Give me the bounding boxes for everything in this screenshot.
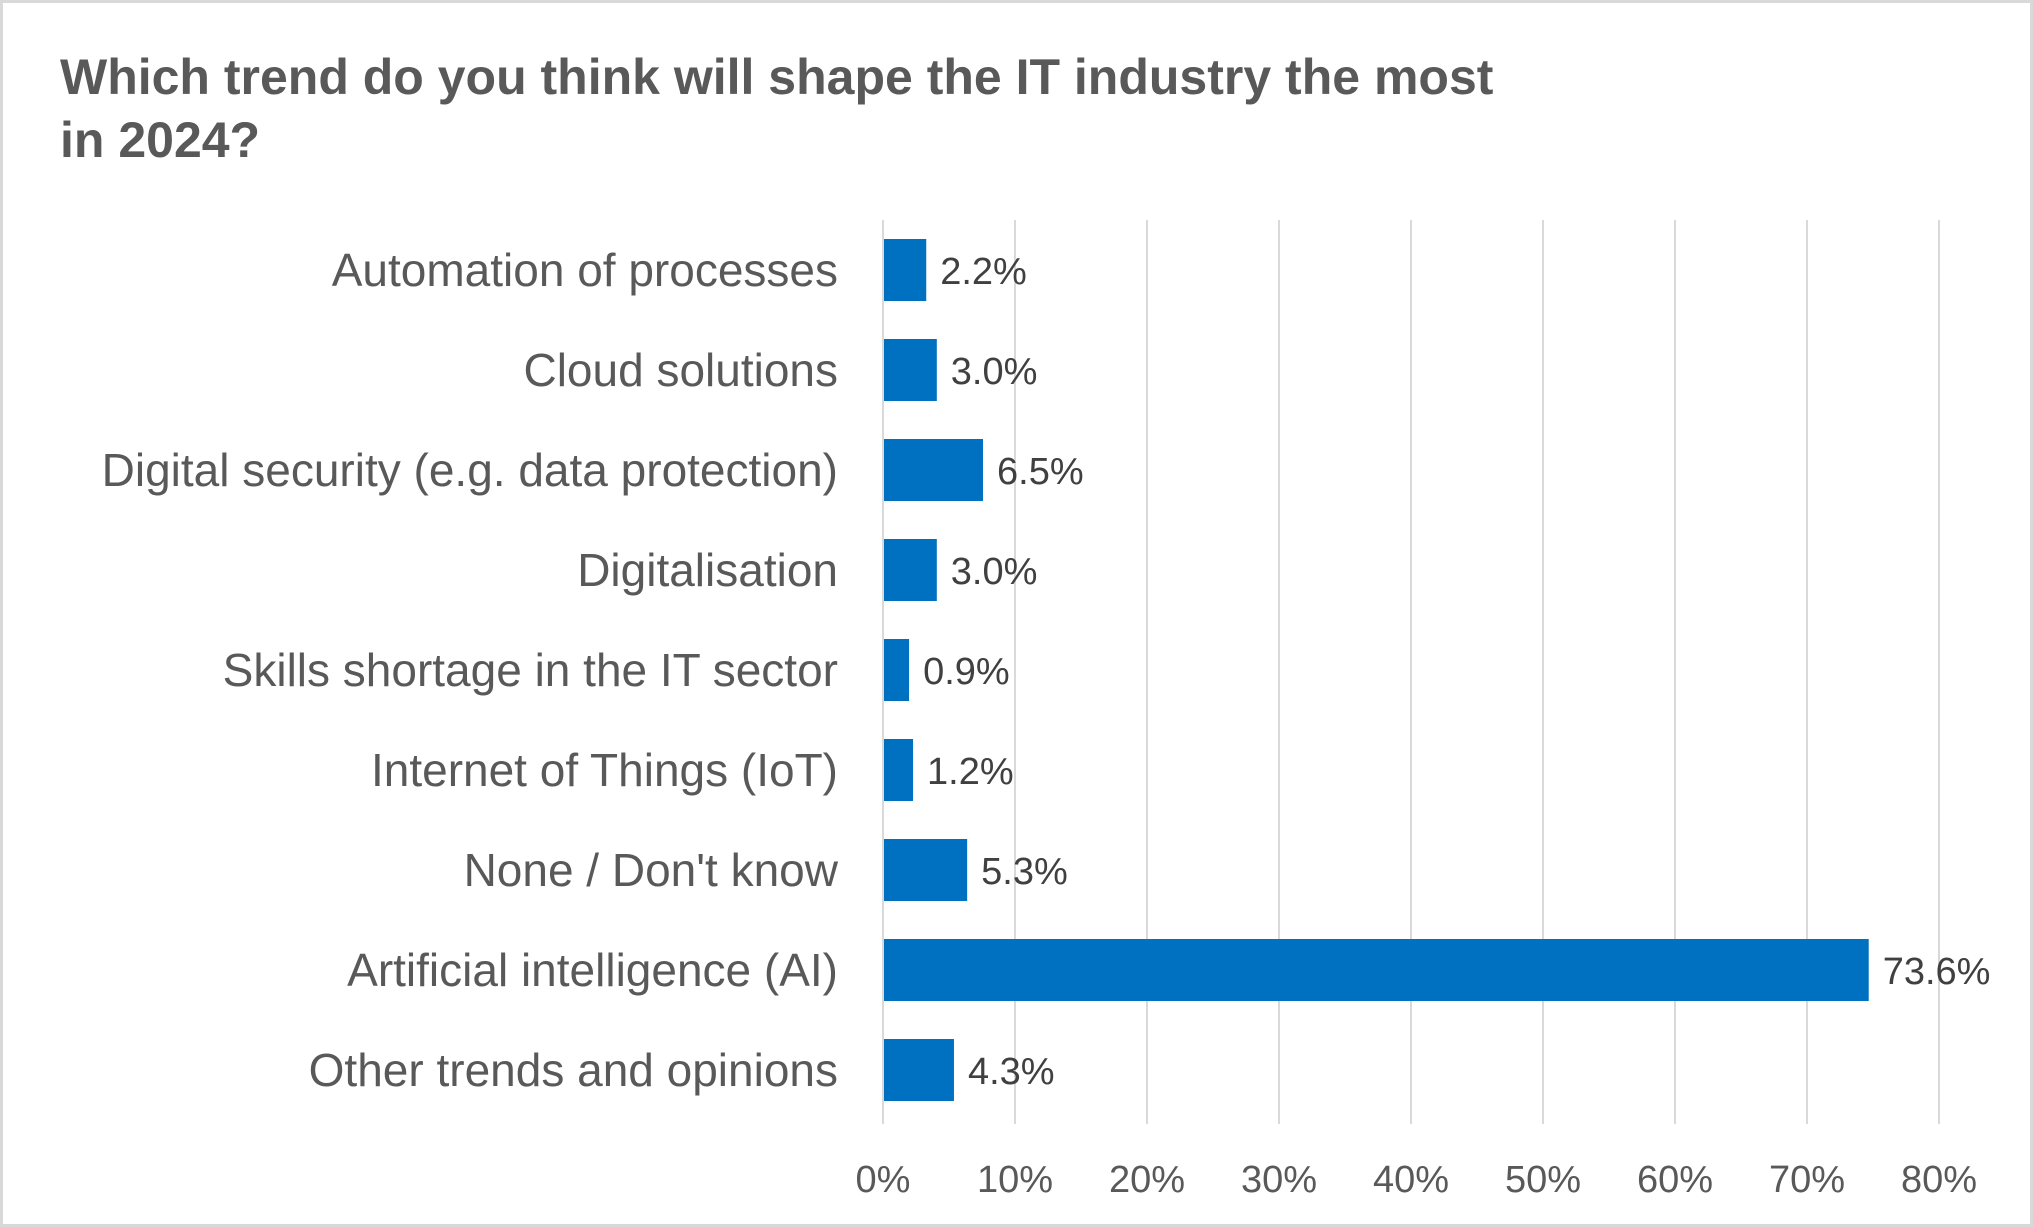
bar <box>884 839 968 901</box>
category-label: Skills shortage in the IT sector <box>223 644 838 696</box>
category-labels: Automation of processes Cloud solutions Di… <box>102 244 839 1096</box>
x-tick-label: 60% <box>1637 1159 1713 1201</box>
category-label: Other trends and opinions <box>309 1044 838 1096</box>
chart-title-line-2: in 2024? <box>60 112 261 168</box>
x-tick-label: 10% <box>977 1159 1053 1201</box>
data-label: 73.6% <box>1883 951 1991 993</box>
category-label: Digital security (e.g. data protection) <box>102 444 838 496</box>
bar <box>884 639 910 701</box>
x-tick-label: 0% <box>856 1159 911 1201</box>
category-label: Internet of Things (IoT) <box>371 744 838 796</box>
data-label: 6.5% <box>997 451 1084 493</box>
x-tick-label: 40% <box>1373 1159 1449 1201</box>
x-tick-label: 80% <box>1901 1159 1977 1201</box>
data-label: 2.2% <box>940 251 1027 293</box>
data-label: 3.0% <box>951 351 1038 393</box>
bar <box>884 739 914 801</box>
bar <box>884 439 983 501</box>
bar <box>884 939 1869 1001</box>
bars <box>884 239 1869 1101</box>
chart-title: Which trend do you think will shape the … <box>60 46 1660 172</box>
x-tick-label: 70% <box>1769 1159 1845 1201</box>
chart-title-line-1: Which trend do you think will shape the … <box>60 49 1494 105</box>
category-label: None / Don't know <box>464 844 839 896</box>
data-label: 4.3% <box>968 1051 1055 1093</box>
data-label: 5.3% <box>981 851 1068 893</box>
bar <box>884 339 937 401</box>
x-tick-label: 20% <box>1109 1159 1185 1201</box>
bar <box>884 1039 954 1101</box>
data-label: 3.0% <box>951 551 1038 593</box>
category-label: Automation of processes <box>332 244 838 296</box>
category-label: Digitalisation <box>577 544 838 596</box>
x-tick-label: 50% <box>1505 1159 1581 1201</box>
x-axis-tick-labels: 0% 10% 20% 30% 40% 50% 60% 70% 80% <box>856 1159 1977 1201</box>
bar <box>884 239 927 301</box>
data-labels: 2.2% 3.0% 6.5% 3.0% 0.9% 1.2% 5.3% 73.6% 4.3% <box>923 251 1990 1093</box>
category-label: Artificial intelligence (AI) <box>347 944 838 996</box>
category-label: Cloud solutions <box>523 344 838 396</box>
bar <box>884 539 937 601</box>
data-label: 0.9% <box>923 651 1010 693</box>
x-tick-label: 30% <box>1241 1159 1317 1201</box>
data-label: 1.2% <box>927 751 1014 793</box>
